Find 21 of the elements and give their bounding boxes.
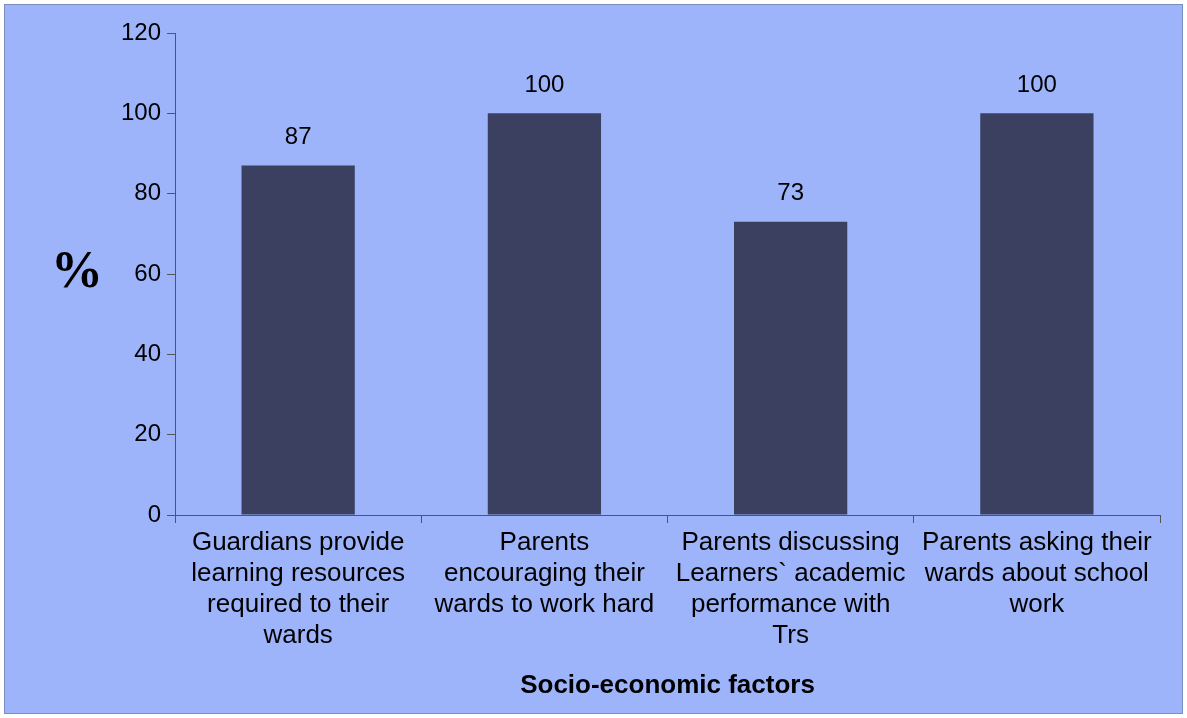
x-axis-title: Socio-economic factors bbox=[520, 668, 815, 699]
x-tick-label: Guardians provide learning resources required to their wards bbox=[191, 525, 406, 650]
bar bbox=[734, 221, 848, 515]
x-tick-label: Parents discussing Learners` academic performance with Trs bbox=[675, 525, 906, 650]
data-label: 87 bbox=[284, 122, 312, 150]
bar bbox=[241, 165, 355, 515]
y-tick-label: 80 bbox=[134, 178, 162, 206]
data-label: 73 bbox=[777, 178, 804, 206]
bar bbox=[980, 113, 1094, 515]
y-tick-label: 20 bbox=[134, 419, 162, 447]
y-tick-label: 120 bbox=[121, 17, 162, 45]
y-tick-label: 100 bbox=[121, 97, 162, 125]
bar bbox=[487, 113, 602, 515]
y-tick-label: 0 bbox=[147, 499, 162, 527]
x-tick-label: Parents asking their wards about school work bbox=[921, 525, 1153, 619]
data-label: 100 bbox=[524, 69, 565, 97]
y-tick-label: 40 bbox=[134, 338, 162, 366]
y-axis-title: % bbox=[51, 241, 103, 299]
x-tick-label: Parents encouraging their wards to work hard bbox=[433, 525, 655, 619]
y-tick-label: 60 bbox=[134, 258, 162, 286]
data-label: 100 bbox=[1016, 69, 1057, 97]
